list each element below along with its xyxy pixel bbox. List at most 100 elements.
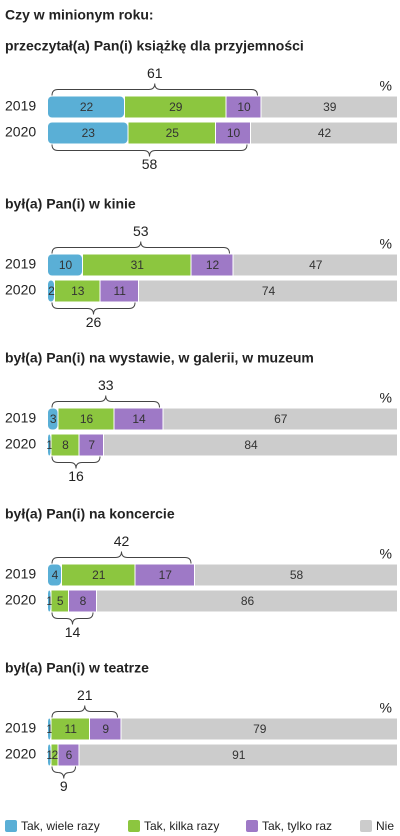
value-label: 22	[80, 100, 94, 114]
bar-segment	[121, 718, 397, 740]
bar-segment	[195, 564, 397, 586]
value-label: 2	[52, 748, 59, 762]
bar-segment	[97, 590, 397, 612]
brace	[51, 83, 258, 96]
panel-title: był(a) Pan(i) w kinie	[5, 196, 136, 212]
value-label: 11	[114, 284, 127, 298]
brace	[51, 456, 101, 469]
value-label: 8	[62, 438, 69, 452]
bar-segment	[58, 744, 79, 766]
value-label: 16	[80, 412, 94, 426]
bar-segment	[83, 254, 191, 276]
legend-swatch	[128, 820, 140, 832]
panel-title: był(a) Pan(i) w teatrze	[5, 660, 149, 676]
total-label: 61	[147, 65, 163, 81]
bar-segment	[48, 96, 124, 118]
value-label: 12	[206, 258, 220, 272]
bar-segment	[48, 122, 128, 144]
brace	[51, 395, 160, 408]
year-label: 2020	[5, 124, 36, 140]
brace	[51, 144, 248, 157]
unit-label: %	[380, 78, 392, 94]
value-label: 6	[66, 748, 73, 762]
brace	[51, 302, 136, 315]
value-label: 29	[169, 100, 183, 114]
bar-segment	[48, 564, 61, 586]
value-label: 42	[318, 126, 332, 140]
value-label: 21	[92, 568, 106, 582]
year-label: 2020	[5, 436, 36, 452]
bar-segment	[58, 408, 114, 430]
value-label: 67	[274, 412, 288, 426]
unit-label: %	[380, 390, 392, 406]
legend-swatch	[246, 820, 258, 832]
value-label: 8	[80, 594, 87, 608]
bar-segment	[261, 96, 397, 118]
value-label: 2	[48, 284, 55, 298]
bar-segment	[69, 590, 96, 612]
bar-segment	[48, 408, 58, 430]
total-label: 33	[98, 377, 114, 393]
bar-segment	[48, 718, 51, 740]
unit-label: %	[380, 236, 392, 252]
bar-segment	[48, 254, 82, 276]
value-label: 10	[227, 126, 241, 140]
value-label: 9	[102, 722, 109, 736]
unit-label: %	[380, 700, 392, 716]
value-label: 7	[88, 438, 95, 452]
year-label: 2020	[5, 282, 36, 298]
total-label: 16	[68, 468, 84, 484]
bar-segment	[48, 434, 51, 456]
bar-segment	[139, 280, 397, 302]
value-label: 31	[131, 258, 145, 272]
total-label: 42	[114, 533, 130, 549]
bar-segment	[51, 590, 68, 612]
value-label: 23	[82, 126, 96, 140]
bar-segment	[90, 718, 121, 740]
value-label: 1	[46, 722, 53, 736]
value-label: 25	[166, 126, 180, 140]
year-label: 2020	[5, 746, 36, 762]
value-label: 39	[323, 100, 337, 114]
legend-label: Tak, wiele razy	[21, 819, 100, 833]
year-label: 2019	[5, 566, 36, 582]
value-label: 1	[46, 594, 53, 608]
legend-label: Tak, kilka razy	[144, 819, 219, 833]
bar-segment	[135, 564, 194, 586]
value-label: 3	[50, 412, 57, 426]
bar-segment	[51, 718, 89, 740]
value-label: 86	[241, 594, 255, 608]
panel-title: był(a) Pan(i) na koncercie	[5, 506, 175, 522]
brace	[51, 551, 192, 564]
bar-segment	[233, 254, 397, 276]
bar-segment	[100, 280, 138, 302]
bar-segment	[125, 96, 226, 118]
unit-label: %	[380, 546, 392, 562]
bar-segment	[216, 122, 250, 144]
bar-segment	[51, 434, 79, 456]
bar-segment	[51, 744, 58, 766]
value-label: 10	[237, 100, 251, 114]
value-label: 11	[65, 722, 78, 736]
total-label: 14	[65, 624, 81, 640]
panel-title: był(a) Pan(i) na wystawie, w galerii, w …	[5, 350, 314, 366]
bar-segment	[128, 122, 215, 144]
value-label: 91	[232, 748, 246, 762]
bar-segment	[79, 434, 103, 456]
value-label: 5	[57, 594, 64, 608]
total-label: 21	[77, 687, 93, 703]
brace	[51, 612, 94, 625]
value-label: 1	[46, 438, 53, 452]
panel-title: przeczytał(a) Pan(i) książkę dla przyjem…	[5, 38, 304, 54]
value-label: 84	[244, 438, 258, 452]
value-label: 1	[46, 748, 53, 762]
brace	[51, 705, 118, 718]
legend-swatch	[360, 820, 372, 832]
year-label: 2019	[5, 720, 36, 736]
value-label: 79	[253, 722, 267, 736]
year-label: 2019	[5, 410, 36, 426]
value-label: 58	[290, 568, 304, 582]
bar-segment	[104, 434, 397, 456]
total-label: 53	[133, 223, 149, 239]
